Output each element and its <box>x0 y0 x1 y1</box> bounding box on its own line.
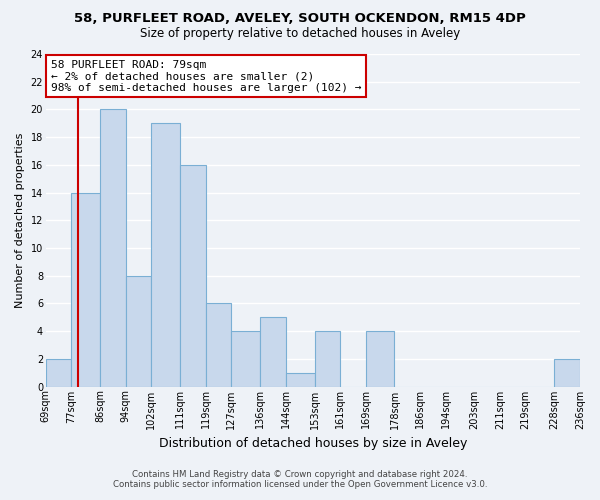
Text: Size of property relative to detached houses in Aveley: Size of property relative to detached ho… <box>140 28 460 40</box>
Text: 58 PURFLEET ROAD: 79sqm
← 2% of detached houses are smaller (2)
98% of semi-deta: 58 PURFLEET ROAD: 79sqm ← 2% of detached… <box>50 60 361 92</box>
Bar <box>554 359 580 386</box>
Bar <box>206 304 232 386</box>
Y-axis label: Number of detached properties: Number of detached properties <box>15 132 25 308</box>
Bar <box>232 331 260 386</box>
Bar <box>365 331 394 386</box>
Text: Contains HM Land Registry data © Crown copyright and database right 2024.
Contai: Contains HM Land Registry data © Crown c… <box>113 470 487 489</box>
Bar <box>151 124 180 386</box>
Bar <box>126 276 151 386</box>
Bar <box>260 317 286 386</box>
Bar <box>286 372 314 386</box>
Text: 58, PURFLEET ROAD, AVELEY, SOUTH OCKENDON, RM15 4DP: 58, PURFLEET ROAD, AVELEY, SOUTH OCKENDO… <box>74 12 526 26</box>
Bar <box>180 165 206 386</box>
X-axis label: Distribution of detached houses by size in Aveley: Distribution of detached houses by size … <box>159 437 467 450</box>
Bar <box>100 110 126 386</box>
Bar <box>71 192 100 386</box>
Bar <box>46 359 71 386</box>
Bar <box>314 331 340 386</box>
